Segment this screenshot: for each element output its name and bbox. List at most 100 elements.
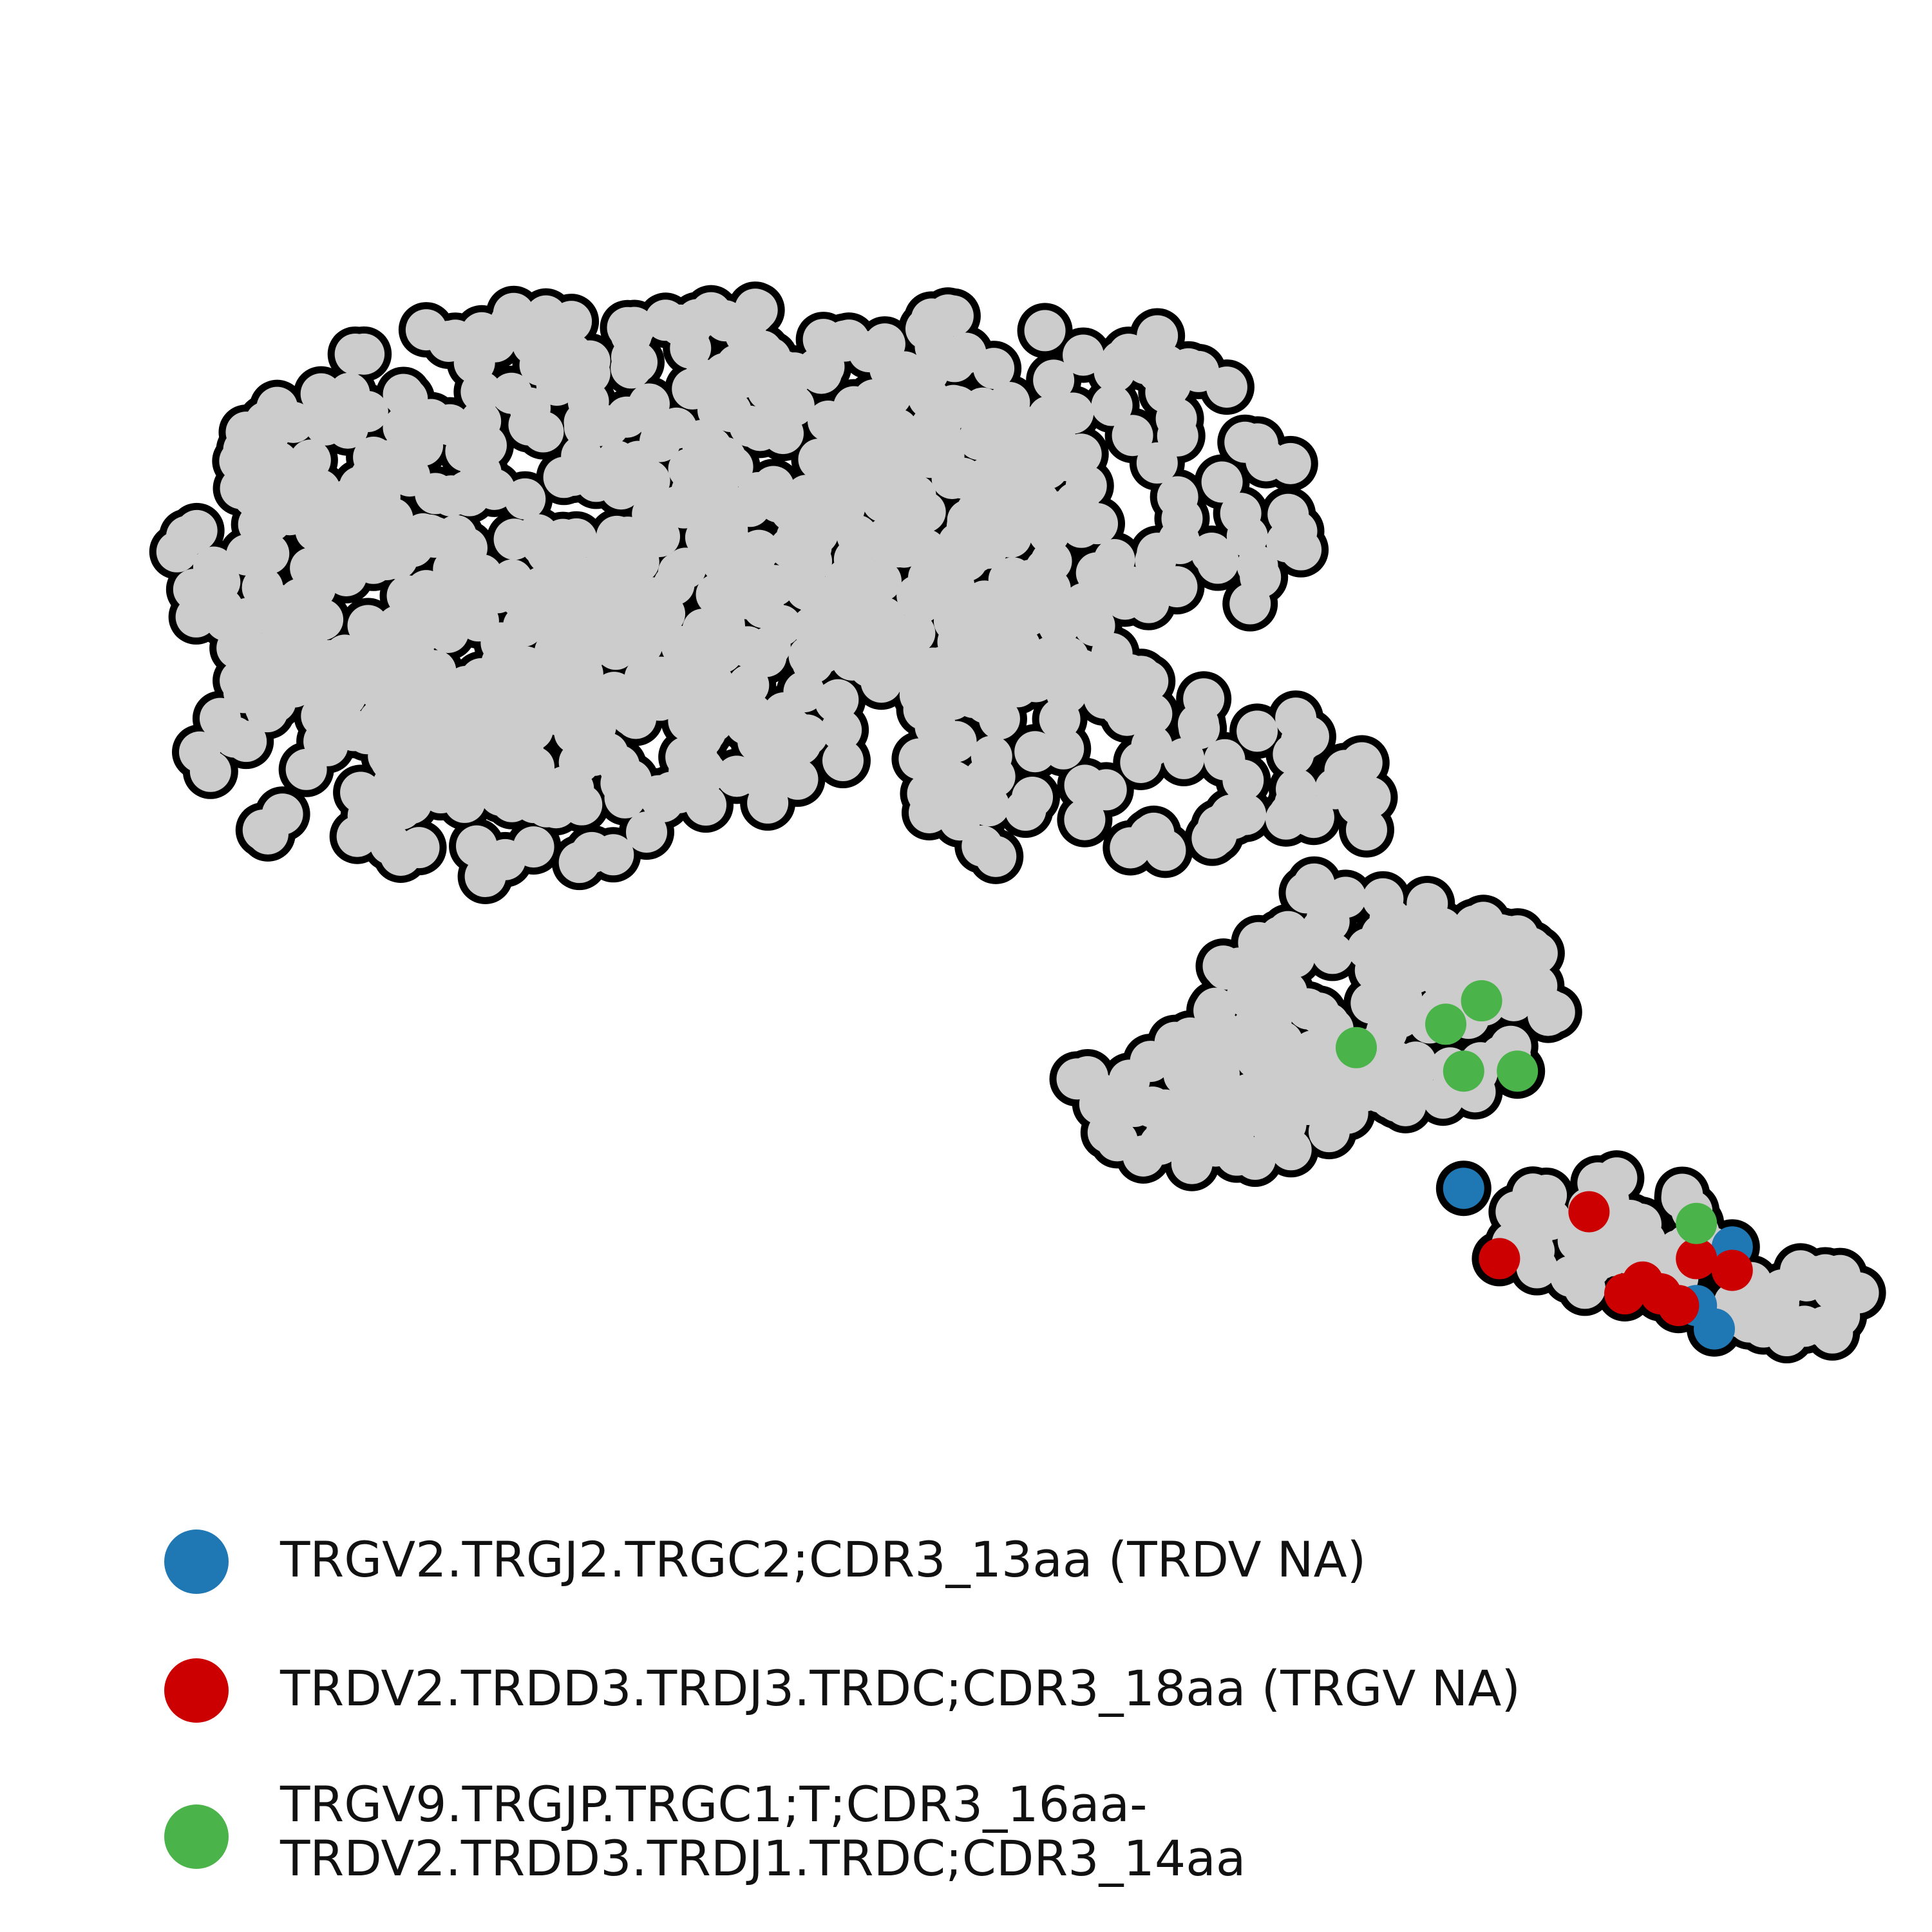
background-point <box>245 401 287 443</box>
background-point <box>973 348 1015 390</box>
background-point <box>1183 678 1225 720</box>
background-point <box>1757 1282 1799 1324</box>
background-point <box>299 469 341 511</box>
background-point <box>1170 1017 1211 1059</box>
legend-label: TRGV9.TRGJP.TRGC1;T;CDR3_16aa- TRDV2.TRD… <box>280 1776 1246 1887</box>
background-point <box>512 709 554 751</box>
background-point <box>826 587 868 629</box>
background-point <box>156 531 198 573</box>
background-point <box>326 654 368 696</box>
background-point <box>223 428 265 470</box>
highlight-point <box>1640 1273 1681 1314</box>
background-point <box>1010 559 1052 601</box>
background-point <box>428 708 470 750</box>
background-point <box>512 323 554 365</box>
background-point <box>1005 790 1046 831</box>
background-point <box>1308 900 1350 942</box>
background-point <box>1066 1056 1108 1097</box>
highlight-point <box>1676 1202 1718 1244</box>
background-point <box>1191 532 1233 574</box>
background-point <box>1280 1052 1321 1094</box>
background-point <box>822 740 864 782</box>
background-point <box>786 714 828 756</box>
background-point <box>1014 731 1056 773</box>
background-point <box>343 333 385 375</box>
background-point <box>522 411 564 453</box>
background-point <box>1609 1200 1651 1242</box>
background-point <box>1392 924 1434 966</box>
background-point <box>1144 1089 1186 1131</box>
background-point <box>1205 948 1247 990</box>
background-point <box>747 369 789 411</box>
background-point <box>380 788 422 830</box>
background-point <box>1324 750 1366 791</box>
background-point <box>445 430 487 472</box>
background-point <box>749 625 791 667</box>
background-point <box>645 299 687 341</box>
background-point <box>1047 636 1089 678</box>
background-point <box>1046 672 1088 714</box>
background-point <box>493 518 535 560</box>
background-point <box>1178 350 1220 392</box>
background-point <box>1459 951 1501 992</box>
background-point <box>935 721 977 762</box>
legend-marker-red <box>164 1658 229 1723</box>
background-point <box>820 709 862 751</box>
background-point <box>1287 1084 1329 1126</box>
background-point <box>267 463 309 505</box>
background-point <box>1077 503 1119 545</box>
background-point <box>247 691 289 733</box>
background-point <box>422 573 464 614</box>
legend-label: TRGV2.TRGJ2.TRGC2;CDR3_13aa (TRDV NA) <box>280 1531 1367 1588</box>
background-point <box>934 341 976 383</box>
background-point <box>390 678 431 720</box>
background-point <box>1028 512 1070 554</box>
background-point <box>473 663 515 705</box>
background-point <box>415 473 457 515</box>
background-point <box>234 535 276 576</box>
background-point <box>1236 710 1278 752</box>
background-point <box>606 396 648 438</box>
background-point <box>1327 1092 1368 1134</box>
background-point <box>1236 423 1278 465</box>
background-point <box>1129 815 1171 857</box>
background-point <box>792 642 834 684</box>
background-point <box>676 299 718 341</box>
background-point <box>1362 878 1404 920</box>
background-point <box>1198 1053 1240 1095</box>
background-point <box>1091 384 1133 426</box>
legend-item-trgv2: TRGV2.TRGJ2.TRGC2;CDR3_13aa (TRDV NA) <box>164 1520 1903 1649</box>
background-point <box>729 405 771 447</box>
background-point <box>1312 933 1354 974</box>
background-point <box>1139 1123 1181 1165</box>
background-point <box>506 758 547 800</box>
background-point <box>932 589 974 631</box>
background-point <box>1104 578 1146 620</box>
background-point <box>961 825 1003 867</box>
background-point <box>1052 591 1094 632</box>
background-point <box>862 480 904 522</box>
background-point <box>1238 922 1280 963</box>
background-point <box>958 419 999 460</box>
background-point <box>933 384 974 426</box>
background-point <box>420 772 462 814</box>
legend-marker-blue <box>164 1530 229 1594</box>
background-point <box>484 838 526 880</box>
background-point <box>990 607 1032 649</box>
background-point <box>1526 1174 1567 1216</box>
background-point <box>1060 433 1102 475</box>
background-point <box>889 364 931 406</box>
background-point <box>685 710 726 752</box>
background-point <box>1376 1081 1418 1122</box>
legend-label: TRDV2.TRDD3.TRDJ3.TRDC;CDR3_18aa (TRGV N… <box>280 1660 1520 1717</box>
background-point <box>1596 1157 1638 1199</box>
background-point <box>682 752 724 794</box>
background-point <box>558 687 600 729</box>
background-point <box>611 759 652 801</box>
background-point <box>178 731 220 773</box>
background-point <box>1266 521 1308 563</box>
background-point <box>895 648 936 690</box>
background-point <box>446 470 488 512</box>
background-point <box>302 599 344 641</box>
